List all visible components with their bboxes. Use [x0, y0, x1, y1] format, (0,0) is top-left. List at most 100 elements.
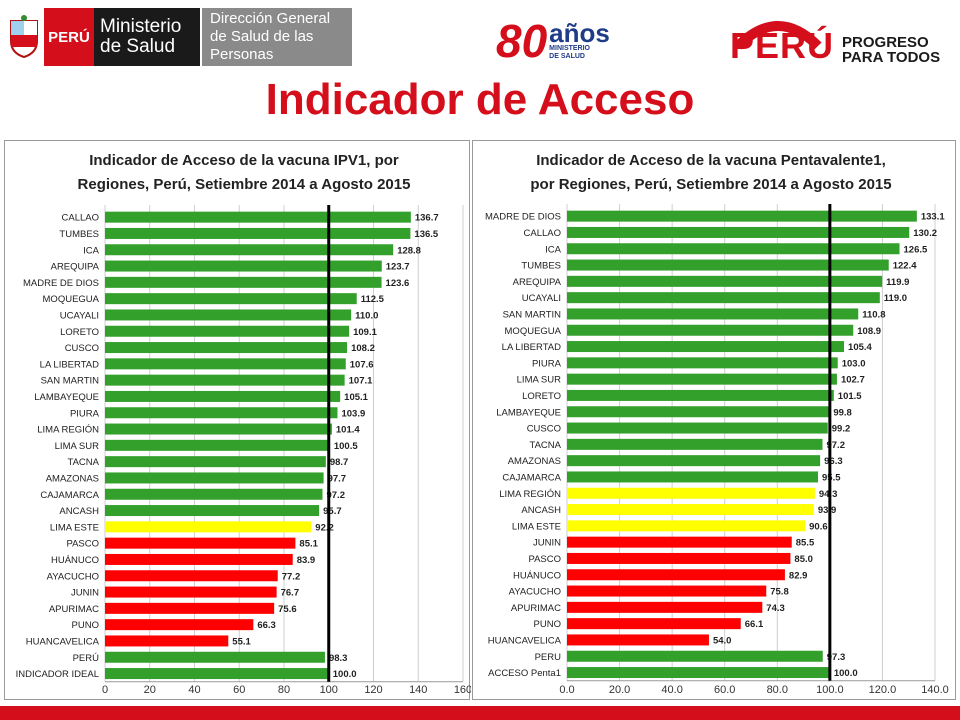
- bar-ipv1: [105, 358, 346, 370]
- category-label: LIMA SUR: [517, 375, 561, 386]
- anniversary-word: años: [549, 18, 610, 48]
- category-label: CUSCO: [65, 343, 99, 354]
- bar-value-label: 136.5: [414, 229, 438, 240]
- bar-penta1: [567, 520, 806, 532]
- x-tick-label: 0: [102, 684, 108, 696]
- bar-value-label: 122.4: [893, 261, 917, 272]
- category-label: ICA: [545, 244, 562, 255]
- bar-ipv1: [105, 342, 348, 354]
- bar-ipv1: [105, 260, 382, 272]
- bar-value-label: 99.8: [833, 407, 852, 418]
- x-tick-label: 160: [454, 684, 471, 696]
- minsa-directorate: Dirección General de Salud de las Person…: [200, 8, 352, 66]
- category-label: PASCO: [528, 554, 561, 565]
- bar-value-label: 95.7: [323, 506, 342, 517]
- bar-value-label: 112.5: [361, 294, 385, 305]
- bar-value-label: 98.7: [330, 457, 349, 468]
- bar-penta1: [567, 471, 819, 483]
- bar-penta1: [567, 634, 709, 646]
- chart-panel-penta1: Indicador de Acceso de la vacuna Pentava…: [472, 140, 956, 700]
- bottom-red-strip: [0, 706, 960, 720]
- bar-penta1: [567, 308, 859, 320]
- category-label: LORETO: [522, 391, 561, 402]
- bar-value-label: 55.1: [232, 636, 251, 647]
- tagline-line2: PARA TODOS: [842, 49, 941, 66]
- category-label: TACNA: [68, 457, 100, 468]
- bar-ipv1: [105, 211, 411, 223]
- category-label: SAN MARTIN: [41, 376, 100, 387]
- x-tick-label: 40: [188, 684, 200, 696]
- bar-value-label: 108.9: [857, 326, 881, 337]
- bar-penta1: [567, 259, 889, 271]
- category-label: AMAZONAS: [508, 456, 561, 467]
- bar-value-label: 54.0: [713, 635, 732, 646]
- category-label: ANCASH: [59, 506, 99, 517]
- category-label: MOQUEGUA: [505, 326, 562, 337]
- anniversary-number: 80: [496, 15, 548, 67]
- category-label: LIMA REGIÓN: [37, 425, 99, 436]
- page-title: Indicador de Acceso: [265, 75, 695, 124]
- bar-ipv1: [105, 488, 323, 500]
- category-label: MADRE DE DIOS: [485, 212, 561, 223]
- category-label: TUMBES: [521, 261, 561, 272]
- bar-ipv1: [105, 309, 352, 321]
- bar-value-label: 101.5: [838, 391, 862, 402]
- category-label: UCAYALI: [60, 310, 99, 321]
- category-label: SAN MARTIN: [503, 309, 562, 320]
- anniversary-sub2: DE SALUD: [549, 53, 585, 60]
- bar-ipv1: [105, 390, 341, 402]
- category-label: JUNIN: [533, 538, 561, 549]
- bar-penta1: [567, 373, 837, 385]
- header-bar: PERÚ Ministerio de Salud Dirección Gener…: [0, 0, 960, 80]
- peru-arc-icon: [734, 21, 822, 50]
- bar-value-label: 102.7: [841, 375, 865, 386]
- bar-penta1: [567, 569, 785, 581]
- bar-value-label: 97.7: [328, 473, 347, 484]
- bar-ipv1: [105, 505, 320, 517]
- category-label: JUNIN: [71, 588, 99, 599]
- bar-penta1: [567, 650, 823, 662]
- bar-penta1: [567, 487, 815, 499]
- bar-value-label: 101.4: [336, 425, 360, 436]
- bar-ipv1: [105, 227, 411, 239]
- bar-penta1: [567, 210, 917, 222]
- bar-value-label: 97.3: [827, 652, 846, 663]
- bar-value-label: 75.8: [770, 587, 789, 598]
- category-label: PERU: [535, 652, 562, 663]
- bar-penta1: [567, 601, 763, 613]
- chart-title-line1: Indicador de Acceso de la vacuna IPV1, p…: [89, 152, 399, 169]
- bar-value-label: 66.3: [257, 620, 276, 631]
- anniversary-sub1: MINISTERIO: [549, 45, 591, 52]
- x-tick-label: 60: [233, 684, 245, 696]
- bar-value-label: 126.5: [904, 244, 928, 255]
- bar-value-label: 103.9: [341, 408, 365, 419]
- bar-value-label: 110.0: [355, 310, 378, 321]
- category-label: AYACUCHO: [509, 587, 561, 598]
- minsa-name: Ministerio de Salud: [94, 8, 200, 66]
- category-label: UCAYALI: [522, 293, 561, 304]
- bar-value-label: 66.1: [745, 619, 764, 630]
- peru-logo-word: PERÚ: [730, 25, 835, 66]
- bar-value-label: 105.1: [344, 392, 368, 403]
- bar-penta1: [567, 536, 792, 548]
- bar-value-label: 97.2: [326, 490, 345, 501]
- coat-of-arms-icon: [4, 8, 44, 66]
- category-label: PIURA: [532, 358, 562, 369]
- category-label: APURIMAC: [49, 604, 99, 615]
- x-tick-label: 140: [409, 684, 427, 696]
- bar-value-label: 95.5: [822, 472, 841, 483]
- category-label: PUNO: [72, 620, 99, 631]
- category-label: AREQUIPA: [513, 277, 562, 288]
- bar-value-label: 130.2: [913, 228, 937, 239]
- category-label: TUMBES: [59, 229, 99, 240]
- bar-value-label: 119.0: [884, 293, 907, 304]
- bar-value-label: 98.3: [329, 653, 348, 664]
- minsa-logo: PERÚ Ministerio de Salud Dirección Gener…: [4, 8, 352, 66]
- bar-ipv1: [105, 553, 293, 565]
- x-tick-label: 60.0: [714, 684, 735, 696]
- bar-penta1: [567, 243, 900, 255]
- category-label: LIMA ESTE: [512, 521, 561, 532]
- category-label: LORETO: [60, 327, 99, 338]
- bar-penta1: [567, 341, 845, 353]
- x-tick-label: 80: [278, 684, 290, 696]
